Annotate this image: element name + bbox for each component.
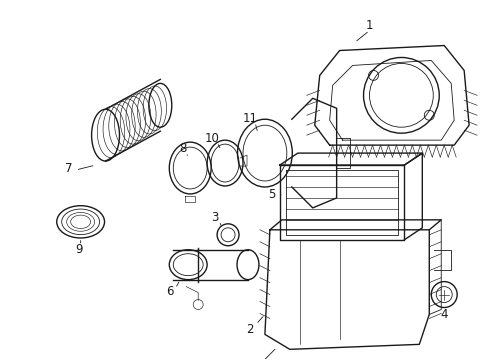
Text: 4: 4 <box>440 308 447 321</box>
Text: 8: 8 <box>179 141 186 155</box>
Text: 2: 2 <box>246 323 253 336</box>
Text: 3: 3 <box>211 211 218 224</box>
Text: 6: 6 <box>166 285 174 298</box>
Text: 11: 11 <box>242 112 257 125</box>
Text: 10: 10 <box>204 132 219 145</box>
Text: 7: 7 <box>65 162 72 175</box>
Text: 5: 5 <box>267 188 275 202</box>
Text: 1: 1 <box>365 19 372 32</box>
Text: 9: 9 <box>75 243 82 256</box>
